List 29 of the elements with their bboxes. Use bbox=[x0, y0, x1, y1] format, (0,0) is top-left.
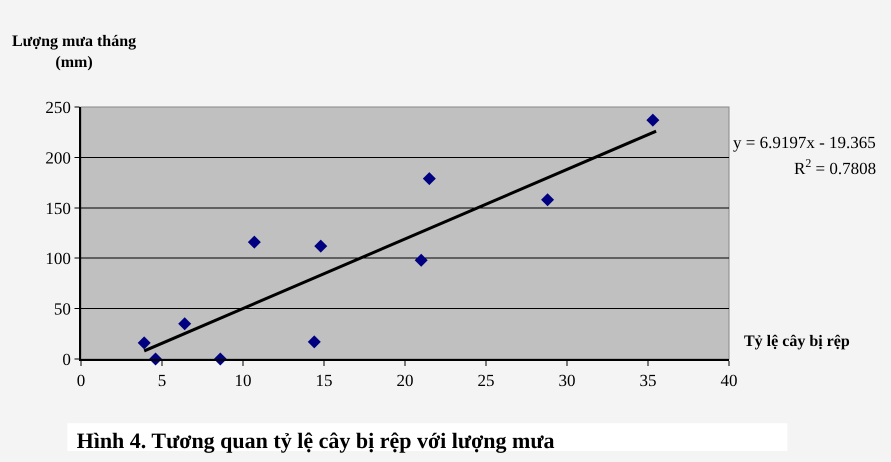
text: y = 6.9197x - 19.365 bbox=[733, 133, 876, 152]
y-tick-label: 250 bbox=[45, 98, 71, 117]
text: Hình 4. Tương quan tỷ lệ cây bị rệp với lượng mưa bbox=[76, 428, 555, 454]
x-tick-label: 40 bbox=[720, 371, 738, 390]
point bbox=[646, 114, 660, 127]
x-tick-label: 20 bbox=[396, 371, 414, 390]
y-axis-title: Lượng mưa tháng (mm) bbox=[12, 33, 136, 71]
point bbox=[314, 240, 328, 253]
x-tick-label: 25 bbox=[478, 371, 494, 390]
x-axis-title: Tỷ lệ cây bị rệp bbox=[744, 333, 850, 350]
y-tick-label: 200 bbox=[45, 148, 71, 168]
x-tick-label: 5 bbox=[158, 371, 166, 390]
point bbox=[248, 236, 261, 249]
point bbox=[422, 172, 436, 186]
x-tick-label: 0 bbox=[76, 371, 86, 390]
x-tick-label: 10 bbox=[234, 371, 252, 390]
x-tick-label: 35 bbox=[640, 371, 656, 390]
y-tick-label: 50 bbox=[54, 300, 71, 319]
text: R$^{2}$ = 0.7808 bbox=[794, 156, 876, 178]
y-tick-label: 100 bbox=[45, 249, 71, 268]
point bbox=[541, 193, 554, 206]
y-tick-label: 0 bbox=[62, 350, 71, 369]
x-tick-label: 15 bbox=[316, 371, 332, 390]
point bbox=[138, 336, 151, 350]
x-tick-label: 30 bbox=[558, 371, 576, 390]
point bbox=[414, 254, 428, 267]
y-tick-label: 150 bbox=[45, 198, 71, 218]
point bbox=[308, 335, 321, 348]
point bbox=[178, 317, 192, 330]
